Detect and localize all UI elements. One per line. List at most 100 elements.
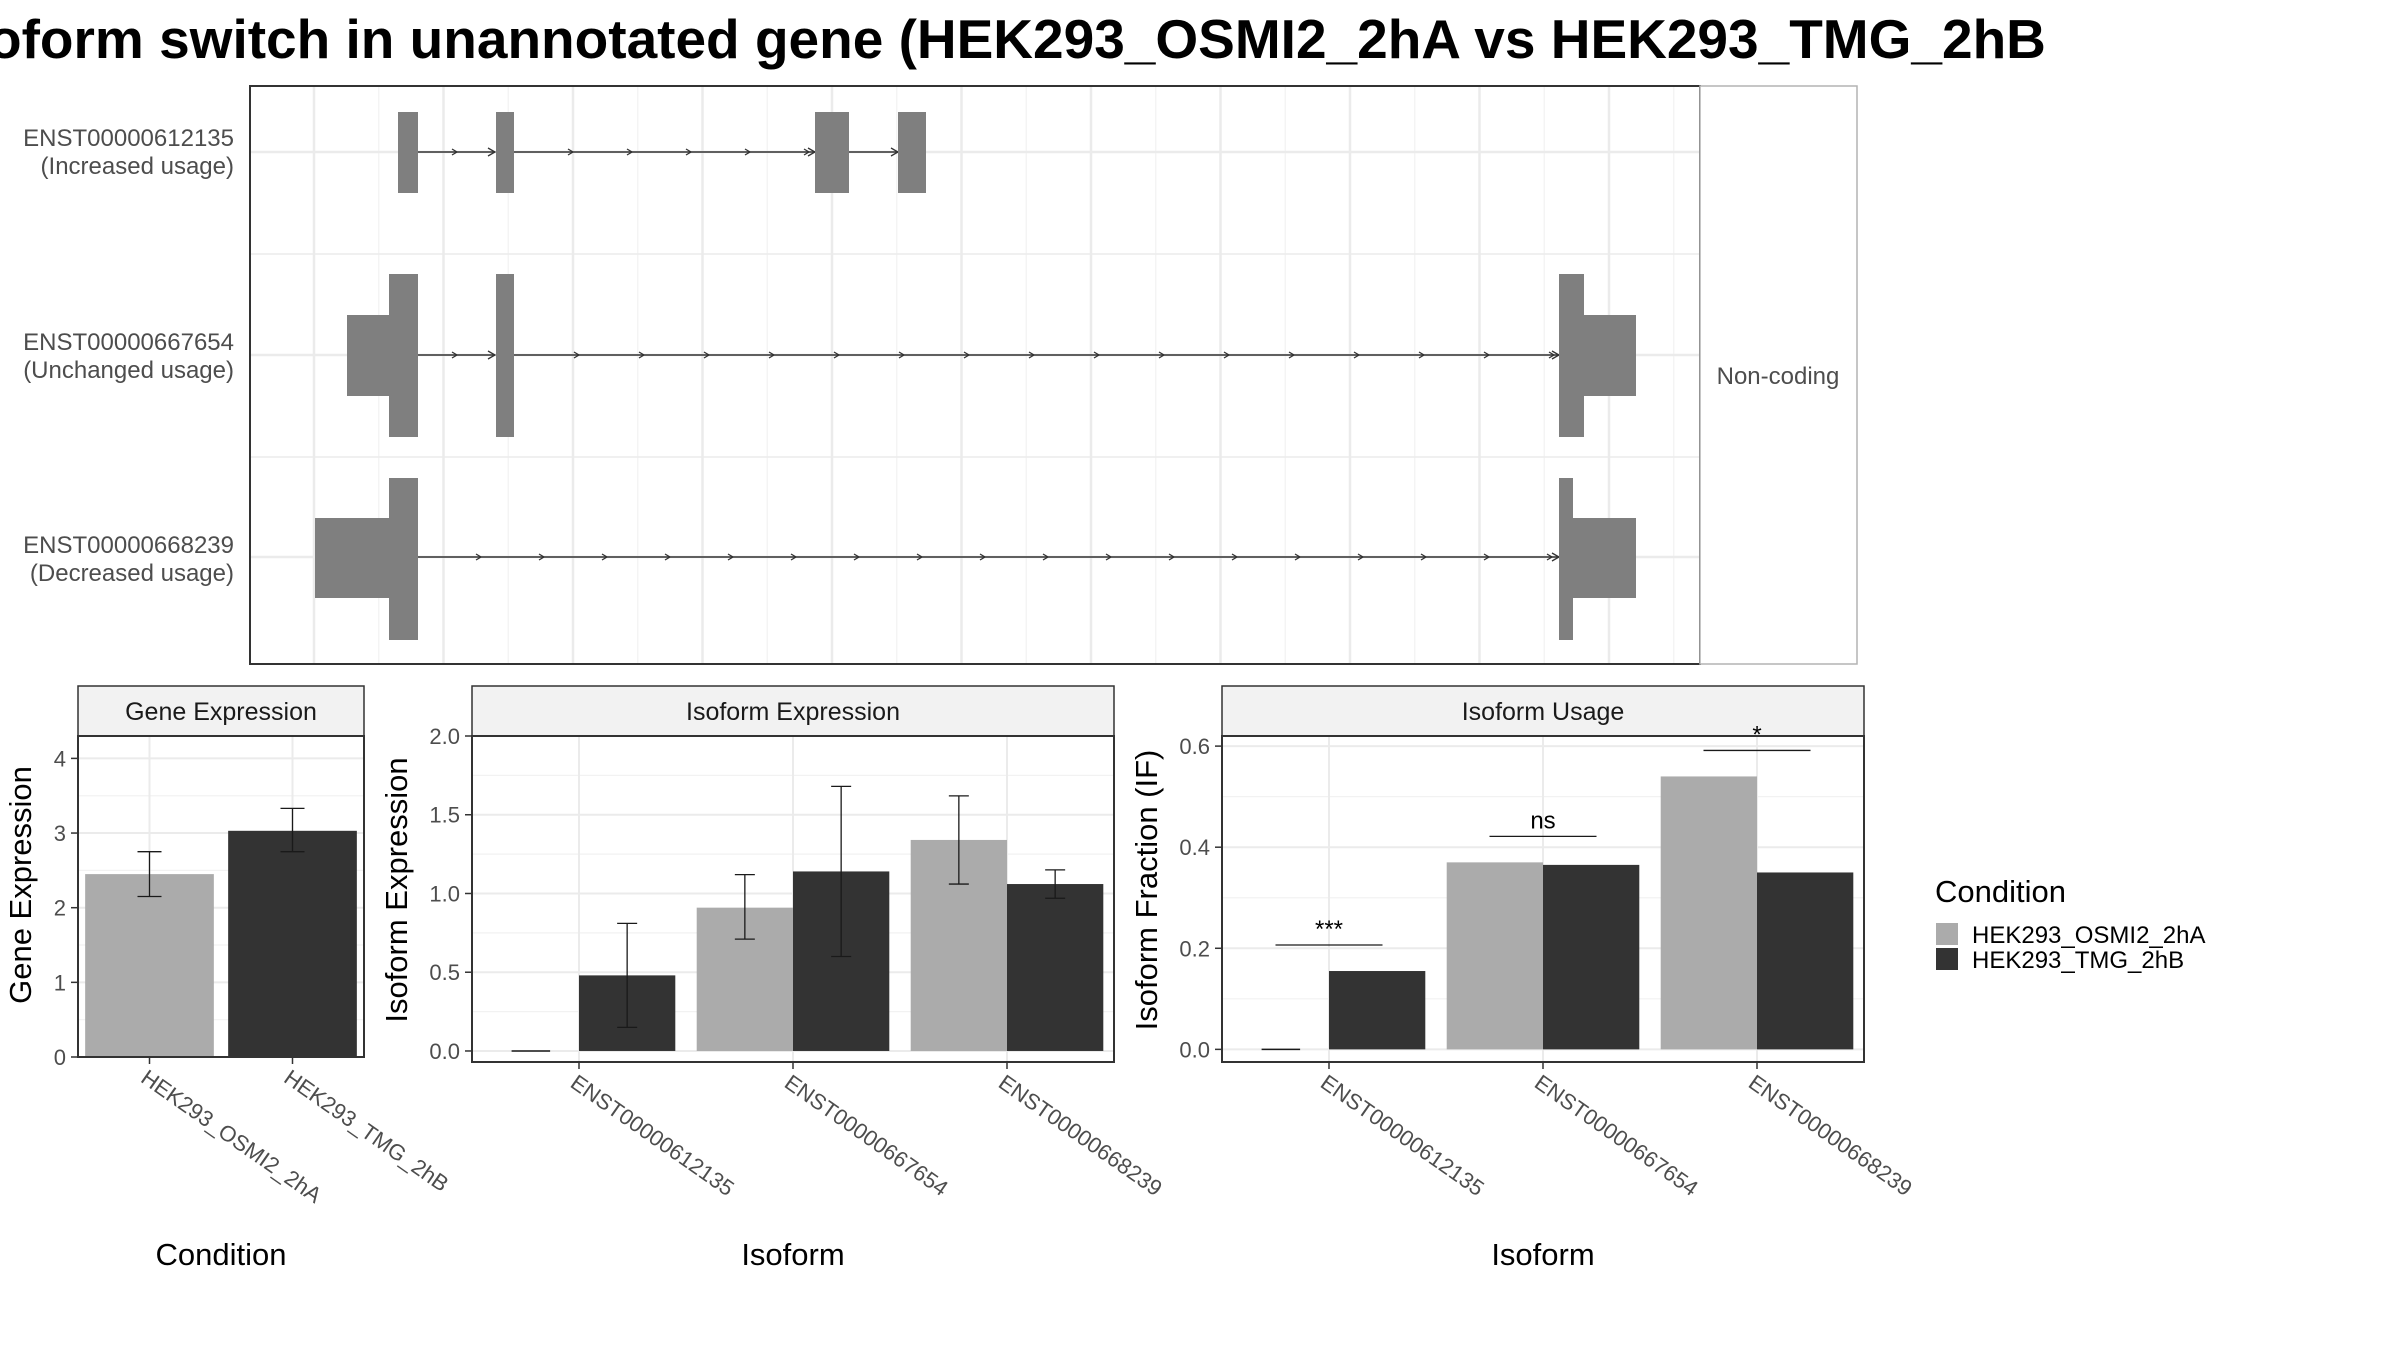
y-tick-label: 0.0 (429, 1039, 460, 1064)
significance-label: ns (1530, 807, 1555, 834)
intron-arrow (727, 553, 735, 561)
intron-arrow (1546, 553, 1554, 561)
intron-arrow (1420, 553, 1428, 561)
intron-arrow (1093, 351, 1101, 359)
plot-border (77, 735, 365, 1058)
bar (228, 830, 357, 1057)
intron-arrow (916, 553, 924, 561)
panel-strip (1221, 685, 1865, 737)
intron-arrow (573, 351, 581, 359)
intron-arrow (1357, 553, 1365, 561)
intron-arrow (963, 351, 971, 359)
exon (496, 112, 514, 193)
gene-model-tracks (315, 112, 1636, 640)
gene-model-side-strip (1699, 85, 1858, 665)
y-tick-label: 2.0 (429, 724, 460, 749)
gene-model-panel: Non-coding ENST00000612135 (Increased us… (23, 85, 1858, 665)
panel-strip (77, 685, 365, 737)
panel-title: Isoform Expression (686, 698, 900, 726)
exon (389, 478, 418, 640)
intron-arrow (768, 351, 776, 359)
intron-arrow (1168, 553, 1176, 561)
legend-label: HEK293_TMG_2hB (1972, 947, 2184, 974)
significance-label: * (1752, 721, 1761, 748)
legend-title: Condition (1935, 874, 2066, 909)
intron-arrow (1418, 351, 1426, 359)
transcript-usage-label: (Decreased usage) (30, 560, 234, 587)
y-axis-label: Isoform Fraction (IF) (1129, 750, 1164, 1031)
intron-arrow (1294, 553, 1302, 561)
transcript-id-label: ENST00000668239 (23, 532, 234, 559)
intron-arrow (1223, 351, 1231, 359)
legend-label: HEK293_OSMI2_2hA (1972, 922, 2205, 949)
intron-arrow (744, 148, 752, 156)
exon (1559, 274, 1584, 437)
x-axis-label: Condition (156, 1237, 287, 1272)
exon (496, 274, 514, 437)
intron-arrow (1231, 553, 1239, 561)
y-tick-label: 1 (54, 970, 66, 995)
intron-arrow (487, 350, 497, 360)
x-axis-label: Isoform (741, 1237, 844, 1272)
intron-arrow (703, 351, 711, 359)
exon (347, 315, 389, 396)
intron-arrow (638, 351, 646, 359)
intron-arrow (567, 148, 575, 156)
exon (1584, 315, 1636, 396)
panel-title: Isoform Usage (1462, 698, 1625, 726)
exon (389, 274, 418, 437)
exon (815, 112, 849, 193)
intron-arrow (538, 553, 546, 561)
transcript-usage-label: (Increased usage) (41, 153, 234, 180)
bar (1329, 971, 1426, 1050)
y-tick-label: 1.0 (429, 881, 460, 906)
legend-key (1936, 923, 1958, 945)
transcript-usage-label: (Unchanged usage) (23, 357, 234, 384)
exon (1559, 478, 1573, 640)
x-axis-label: Isoform (1491, 1237, 1594, 1272)
intron-arrow (664, 553, 672, 561)
intron-arrow (1042, 553, 1050, 561)
gene-model-background (250, 86, 1700, 664)
significance-label: *** (1315, 916, 1343, 943)
y-tick-label: 0.6 (1179, 734, 1210, 759)
intron-arrow (685, 148, 693, 156)
intron-arrow (1353, 351, 1361, 359)
panel-title: Gene Expression (125, 698, 317, 726)
intron-arrow (1158, 351, 1166, 359)
bar (1757, 872, 1854, 1050)
intron-arrow (1028, 351, 1036, 359)
intron-arrow (853, 553, 861, 561)
y-tick-label: 1.5 (429, 803, 460, 828)
y-tick-label: 0 (54, 1045, 66, 1070)
y-tick-label: 3 (54, 821, 66, 846)
y-tick-label: 0.4 (1179, 835, 1210, 860)
intron-arrow (1483, 351, 1491, 359)
transcript-id-label: ENST00000667654 (23, 329, 234, 356)
bar (1543, 864, 1640, 1050)
bar (1660, 776, 1757, 1050)
gene-model-side-label: Non-coding (1717, 363, 1840, 390)
intron-arrow (451, 148, 459, 156)
y-axis-label: Isoform Expression (379, 757, 414, 1022)
panel-strip (471, 685, 1115, 737)
intron-arrow (1548, 351, 1556, 359)
intron-arrow (833, 351, 841, 359)
intron-arrow (451, 351, 459, 359)
intron-arrow (626, 148, 634, 156)
y-tick-label: 0.0 (1179, 1037, 1210, 1062)
intron-arrow (898, 351, 906, 359)
bar (85, 874, 214, 1057)
intron-arrow (475, 553, 483, 561)
intron-arrow (803, 148, 811, 156)
exon (898, 112, 926, 193)
figure-title: oform switch in unannotated gene (HEK293… (0, 8, 2046, 70)
bar (1007, 884, 1104, 1051)
intron-arrow (1483, 553, 1491, 561)
intron-arrow (790, 553, 798, 561)
intron-arrow (1105, 553, 1113, 561)
intron-arrow (1288, 351, 1296, 359)
intron-arrow (979, 553, 987, 561)
legend-key (1936, 948, 1958, 970)
